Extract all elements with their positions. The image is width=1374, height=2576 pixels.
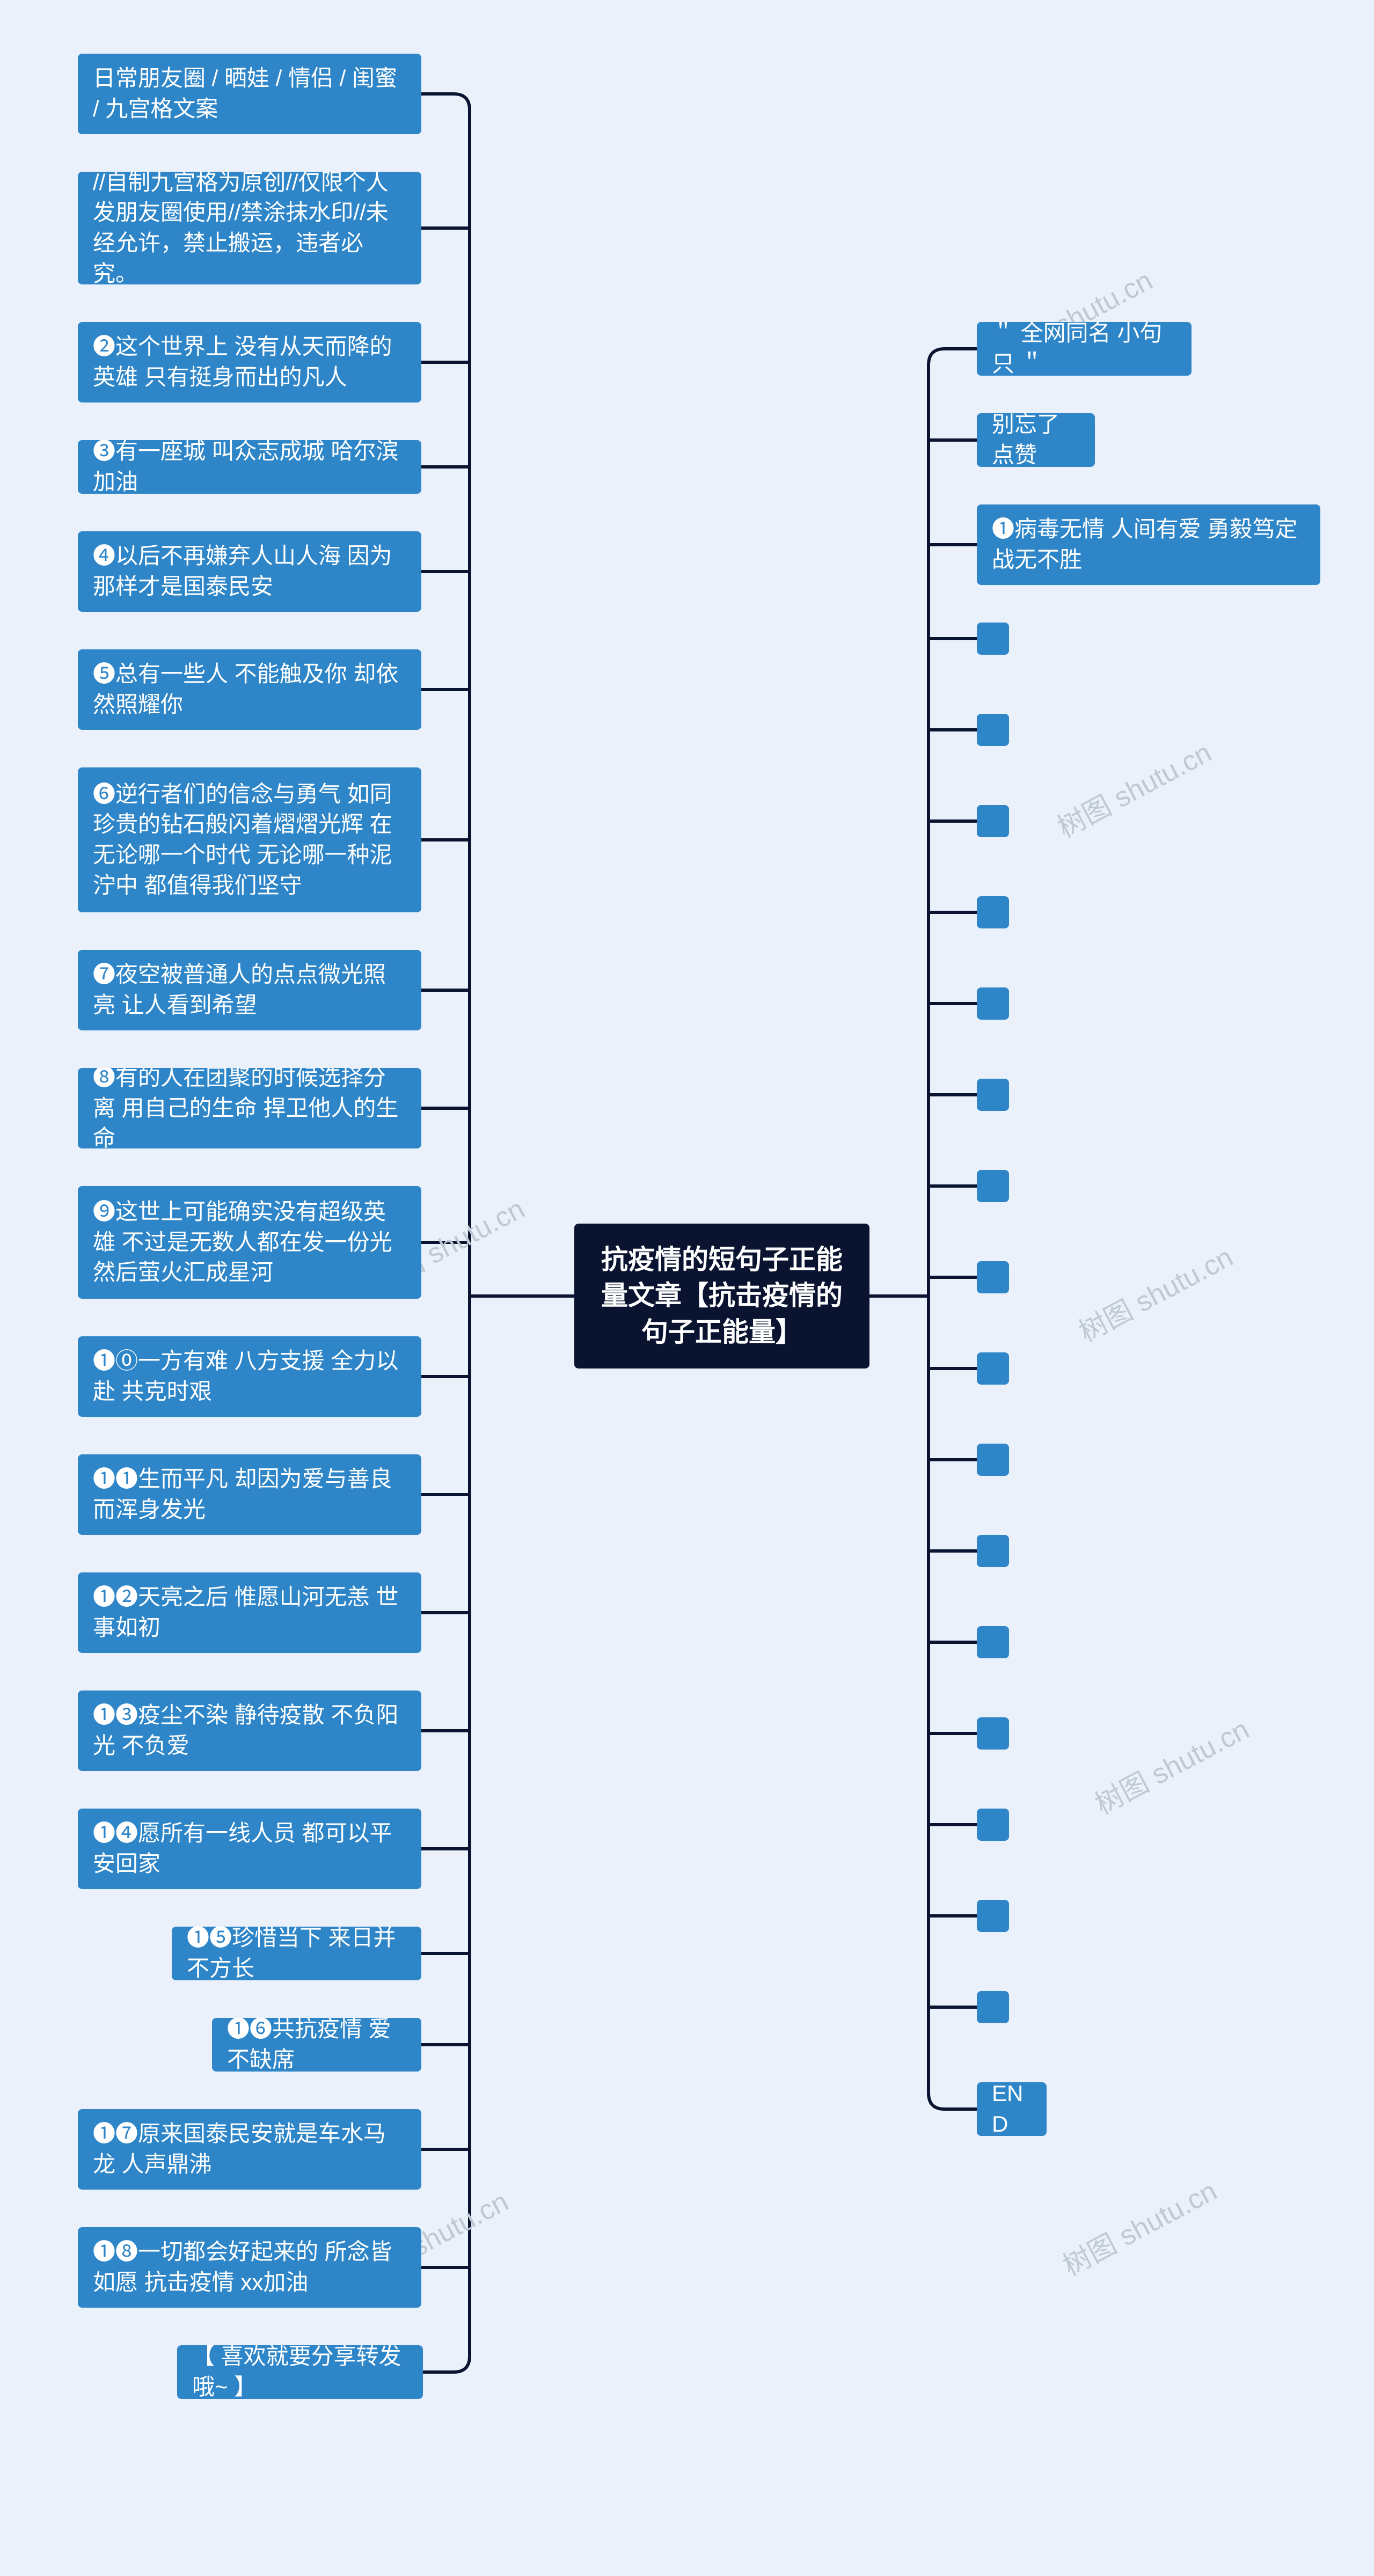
mindmap-node[interactable]: ❾这世上可能确实没有超级英雄 不过是无数人都在发一份光 然后萤火汇成星河	[78, 1186, 421, 1299]
mindmap-node[interactable]: END	[977, 2082, 1047, 2136]
mindmap-node-label: 日常朋友圈 / 晒娃 / 情侣 / 闺蜜 / 九宫格文案	[93, 63, 406, 124]
mindmap-node[interactable]: ❸有一座城 叫众志成城 哈尔滨加油	[78, 440, 421, 494]
mindmap-node-label: END	[992, 2082, 1032, 2136]
mindmap-node[interactable]: ❶❸疫尘不染 静待疫散 不负阳光 不负爱	[78, 1690, 421, 1771]
mindmap-empty-node[interactable]	[977, 1535, 1009, 1567]
mindmap-node[interactable]: //自制九宫格为原创//仅限个人发朋友圈使用//禁涂抹水印//未经允许，禁止搬运…	[78, 172, 421, 284]
mindmap-node-label: ❶❸疫尘不染 静待疫散 不负阳光 不负爱	[93, 1700, 406, 1761]
mindmap-node[interactable]: ❼夜空被普通人的点点微光照亮 让人看到希望	[78, 950, 421, 1030]
mindmap-node-label: 【 喜欢就要分享转发哦~ 】	[192, 2345, 408, 2399]
mindmap-empty-node[interactable]	[977, 1717, 1009, 1750]
mindmap-node-label: ❹以后不再嫌弃人山人海 因为那样才是国泰民安	[93, 541, 406, 602]
watermark: 树图 shutu.cn	[1087, 1707, 1255, 1822]
mindmap-node-label: ❶病毒无情 人间有爱 勇毅笃定 战无不胜	[992, 514, 1305, 575]
watermark: 树图 shutu.cn	[1049, 730, 1217, 845]
mindmap-node-label: ❷这个世界上 没有从天而降的英雄 只有挺身而出的凡人	[93, 332, 406, 392]
mindmap-node-label: ❶❻共抗疫情 爱不缺席	[227, 2018, 406, 2072]
watermark: 树图 shutu.cn	[1055, 2169, 1223, 2284]
root-node-label: 抗疫情的短句子正能量文章【抗击疫情的句子正能量】	[593, 1242, 851, 1351]
mindmap-node[interactable]: ❶病毒无情 人间有爱 勇毅笃定 战无不胜	[977, 504, 1320, 585]
mindmap-node[interactable]: ❶❺珍惜当下 来日并不方长	[172, 1927, 421, 1980]
mindmap-node-label: ❶⓪一方有难 八方支援 全力以赴 共克时艰	[93, 1346, 406, 1407]
mindmap-node[interactable]: ＂ 全网同名 小句只 ＂	[977, 322, 1192, 376]
mindmap-node-label: 别忘了点赞	[992, 413, 1080, 467]
mindmap-node-label: ❶❺珍惜当下 来日并不方长	[187, 1927, 406, 1980]
mindmap-node[interactable]: ❶❹愿所有一线人员 都可以平安回家	[78, 1809, 421, 1889]
watermark-text: 树图 shutu.cn	[1074, 1241, 1238, 1348]
watermark: 树图 shutu.cn	[1071, 1235, 1239, 1350]
mindmap-empty-node[interactable]	[977, 1809, 1009, 1841]
mindmap-empty-node[interactable]	[977, 805, 1009, 837]
mindmap-node[interactable]: ❶❶生而平凡 却因为爱与善良而浑身发光	[78, 1454, 421, 1535]
mindmap-node-label: ❺总有一些人 不能触及你 却依然照耀你	[93, 659, 406, 720]
mindmap-node[interactable]: ❶⓪一方有难 八方支援 全力以赴 共克时艰	[78, 1336, 421, 1417]
mindmap-node-label: //自制九宫格为原创//仅限个人发朋友圈使用//禁涂抹水印//未经允许，禁止搬运…	[93, 172, 406, 284]
mindmap-empty-node[interactable]	[977, 1352, 1009, 1385]
mindmap-node-label: ＂ 全网同名 小句只 ＂	[992, 322, 1176, 376]
mindmap-node[interactable]: ❶❽一切都会好起来的 所念皆如愿 抗击疫情 xx加油	[78, 2227, 421, 2308]
mindmap-node-label: ❾这世上可能确实没有超级英雄 不过是无数人都在发一份光 然后萤火汇成星河	[93, 1197, 406, 1288]
mindmap-node-label: ❶❹愿所有一线人员 都可以平安回家	[93, 1818, 406, 1879]
mindmap-canvas: 树图 shutu.cn 树图 shutu.cn 树图 shutu.cn 树图 shut…	[0, 0, 1374, 2576]
mindmap-empty-node[interactable]	[977, 1079, 1009, 1111]
watermark-text: 树图 shutu.cn	[1053, 737, 1216, 844]
mindmap-empty-node[interactable]	[977, 623, 1009, 655]
mindmap-node[interactable]: ❶❻共抗疫情 爱不缺席	[212, 2018, 421, 2072]
connector-path	[929, 349, 945, 2109]
mindmap-node[interactable]: ❻逆行者们的信念与勇气 如同珍贵的钻石般闪着熠熠光辉 在无论哪一个时代 无论哪一…	[78, 767, 421, 912]
mindmap-empty-node[interactable]	[977, 1444, 1009, 1476]
mindmap-empty-node[interactable]	[977, 1261, 1009, 1293]
mindmap-node[interactable]: ❷这个世界上 没有从天而降的英雄 只有挺身而出的凡人	[78, 322, 421, 402]
watermark-text: 树图 shutu.cn	[1090, 1714, 1254, 1820]
mindmap-empty-node[interactable]	[977, 987, 1009, 1020]
mindmap-node[interactable]: ❽有的人在团聚的时候选择分离 用自己的生命 捍卫他人的生命	[78, 1068, 421, 1148]
mindmap-node-label: ❽有的人在团聚的时候选择分离 用自己的生命 捍卫他人的生命	[93, 1068, 406, 1148]
mindmap-node[interactable]: 别忘了点赞	[977, 413, 1095, 467]
mindmap-empty-node[interactable]	[977, 1991, 1009, 2023]
mindmap-node-label: ❶❷天亮之后 惟愿山河无恙 世事如初	[93, 1582, 406, 1643]
mindmap-node-label: ❼夜空被普通人的点点微光照亮 让人看到希望	[93, 960, 406, 1020]
mindmap-node-label: ❶❶生而平凡 却因为爱与善良而浑身发光	[93, 1464, 406, 1525]
mindmap-node[interactable]: ❶❷天亮之后 惟愿山河无恙 世事如初	[78, 1572, 421, 1653]
mindmap-node-label: ❻逆行者们的信念与勇气 如同珍贵的钻石般闪着熠熠光辉 在无论哪一个时代 无论哪一…	[93, 779, 406, 901]
mindmap-node[interactable]: 【 喜欢就要分享转发哦~ 】	[177, 2345, 423, 2399]
mindmap-empty-node[interactable]	[977, 714, 1009, 746]
watermark-text: 树图 shutu.cn	[1058, 2175, 1222, 2282]
mindmap-node[interactable]: 日常朋友圈 / 晒娃 / 情侣 / 闺蜜 / 九宫格文案	[78, 54, 421, 134]
mindmap-node[interactable]: ❶❼原来国泰民安就是车水马龙 人声鼎沸	[78, 2109, 421, 2190]
mindmap-node-label: ❶❽一切都会好起来的 所念皆如愿 抗击疫情 xx加油	[93, 2237, 406, 2297]
mindmap-empty-node[interactable]	[977, 1900, 1009, 1932]
mindmap-node[interactable]: ❹以后不再嫌弃人山人海 因为那样才是国泰民安	[78, 531, 421, 612]
mindmap-empty-node[interactable]	[977, 1626, 1009, 1658]
root-node[interactable]: 抗疫情的短句子正能量文章【抗击疫情的句子正能量】	[574, 1224, 869, 1368]
mindmap-node[interactable]: ❺总有一些人 不能触及你 却依然照耀你	[78, 649, 421, 730]
mindmap-node-label: ❸有一座城 叫众志成城 哈尔滨加油	[93, 440, 406, 494]
mindmap-empty-node[interactable]	[977, 896, 1009, 928]
mindmap-node-label: ❶❼原来国泰民安就是车水马龙 人声鼎沸	[93, 2119, 406, 2179]
mindmap-empty-node[interactable]	[977, 1170, 1009, 1202]
